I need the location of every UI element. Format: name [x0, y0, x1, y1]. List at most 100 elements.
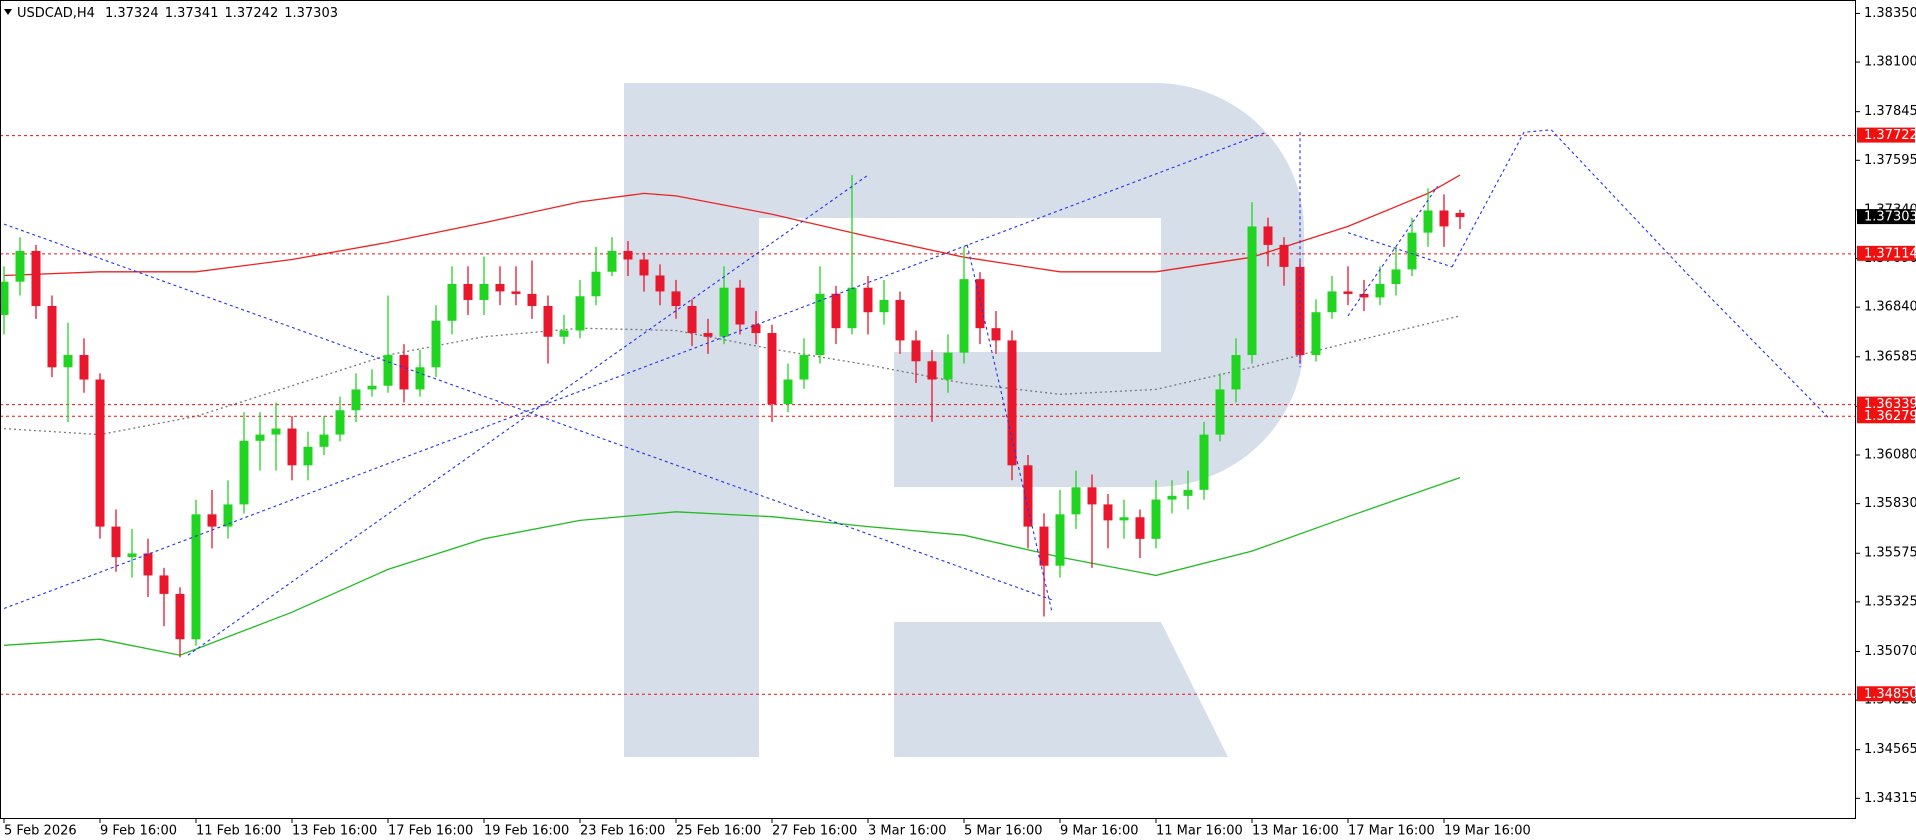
header-close: 1.37303	[284, 6, 338, 21]
candle-body	[1407, 232, 1417, 270]
candle-body	[799, 355, 809, 380]
candle-body	[703, 333, 713, 337]
y-tick-label: 1.34565	[1864, 742, 1916, 757]
header-open: 1.37324	[105, 6, 159, 21]
x-tick-label: 5 Feb 2026	[4, 824, 77, 839]
candle-body	[479, 284, 489, 300]
candle-body	[175, 593, 185, 640]
trend-drawing	[1347, 232, 1453, 268]
watermark-logo	[624, 83, 1305, 757]
candle-body	[111, 526, 121, 558]
candle-body	[1167, 495, 1177, 500]
y-tick-label: 1.36080	[1864, 448, 1916, 463]
current-price-label: 1.37303	[1864, 210, 1916, 225]
x-tick-label: 25 Feb 16:00	[676, 824, 761, 839]
x-tick-label: 9 Mar 16:00	[1060, 824, 1139, 839]
candle-body	[383, 355, 393, 386]
candle-body	[1039, 526, 1049, 566]
candle-body	[543, 305, 553, 337]
y-tick-label: 1.36585	[1864, 349, 1916, 364]
level-label-box	[1857, 686, 1915, 702]
candle-body	[1279, 244, 1289, 267]
candle-body	[1135, 517, 1145, 539]
level-label: 1.37114	[1864, 246, 1916, 261]
candle-body	[1375, 284, 1385, 298]
candle-body	[1263, 226, 1273, 245]
candle-body	[431, 320, 441, 368]
candle-body	[351, 389, 361, 411]
symbol: USDCAD,H4	[17, 6, 95, 21]
x-tick-label: 17 Feb 16:00	[388, 824, 473, 839]
y-tick-label: 1.35575	[1864, 546, 1916, 561]
candle-body	[1007, 340, 1017, 466]
level-label: 1.34850	[1864, 687, 1916, 702]
candle-body	[335, 410, 345, 435]
candle-body	[47, 305, 57, 368]
x-tick-label: 9 Feb 16:00	[100, 824, 177, 839]
candle-body	[223, 504, 233, 527]
x-tick-label: 13 Mar 16:00	[1252, 824, 1339, 839]
candle-body	[1151, 499, 1161, 539]
candle-body	[863, 287, 873, 313]
candle-body	[495, 284, 505, 292]
candle-body	[735, 287, 745, 325]
candle-body	[1103, 504, 1113, 521]
candle-body	[399, 355, 409, 390]
candle-body	[607, 250, 617, 272]
candle-body	[559, 330, 569, 337]
candle-body	[159, 575, 169, 594]
candle-body	[927, 361, 937, 380]
x-tick-label: 27 Feb 16:00	[772, 824, 857, 839]
menu-arrow[interactable]	[4, 9, 12, 15]
candle-layer	[0, 175, 1465, 658]
candle-body	[255, 434, 265, 441]
candle-body	[511, 291, 521, 294]
candle-body	[591, 271, 601, 297]
candle-body	[1231, 355, 1241, 390]
x-tick-label: 19 Feb 16:00	[484, 824, 569, 839]
candle-body	[63, 355, 73, 368]
level-label: 1.37722	[1864, 128, 1916, 143]
x-tick-label: 11 Mar 16:00	[1156, 824, 1243, 839]
candle-body	[1119, 517, 1129, 521]
candle-body	[959, 279, 969, 353]
candle-body	[527, 293, 537, 306]
candle-body	[1247, 226, 1257, 356]
y-tick-label: 1.35070	[1864, 644, 1916, 659]
candle-body	[15, 250, 25, 282]
candle-body	[367, 385, 377, 390]
header-high: 1.37341	[165, 6, 219, 21]
y-tick-label: 1.38100	[1864, 55, 1916, 70]
moving-average	[3, 476, 1461, 656]
candle-body	[1215, 389, 1225, 435]
trend-drawing	[1347, 185, 1439, 317]
candle-body	[1183, 489, 1193, 496]
candle-body	[1071, 487, 1081, 515]
y-tick-label: 1.35830	[1864, 496, 1916, 511]
candle-body	[687, 305, 697, 334]
axis-layer: 1.383501.381001.378451.375951.373401.370…	[3, 6, 1916, 839]
candle-body	[991, 328, 1001, 341]
chart-header: USDCAD,H4 1.37324 1.37341 1.37242 1.37303	[17, 6, 338, 21]
candle-body	[879, 299, 889, 313]
header-low: 1.37242	[224, 6, 278, 21]
candle-body	[447, 284, 457, 321]
candle-body	[895, 299, 905, 341]
trend-drawing	[187, 174, 869, 656]
candle-body	[1455, 213, 1465, 218]
candle-body	[303, 446, 313, 466]
level-label-box	[1857, 127, 1915, 143]
candle-body	[207, 514, 217, 527]
candle-body	[655, 275, 665, 292]
candle-body	[767, 333, 777, 405]
candle-body	[127, 553, 137, 558]
candle-body	[415, 367, 425, 390]
candle-body	[1087, 487, 1097, 505]
candle-body	[143, 553, 153, 576]
candle-body	[1391, 269, 1401, 285]
x-tick-label: 11 Feb 16:00	[196, 824, 281, 839]
candle-body	[831, 293, 841, 329]
candle-body	[1327, 291, 1337, 313]
candle-body	[719, 287, 729, 337]
